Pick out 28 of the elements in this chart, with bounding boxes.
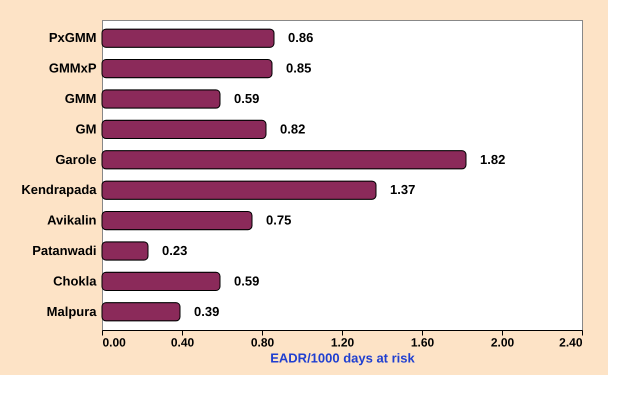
data-label: 0.39 [194, 304, 220, 319]
y-tick-label: Kendrapada [21, 182, 98, 198]
data-label: 1.37 [390, 182, 416, 198]
y-tick-label: Chokla [53, 273, 98, 288]
x-axis-title: EADR/1000 days at risk [270, 350, 416, 366]
x-tick-label: 2.40 [559, 336, 583, 350]
x-tick-label: 0.40 [170, 336, 194, 350]
y-tick-label: PxGMM [48, 30, 96, 46]
data-label: 1.82 [480, 152, 506, 167]
data-label: 0.59 [234, 273, 260, 288]
x-tick-label: 2.00 [490, 336, 514, 350]
y-tick-label: Patanwadi [32, 242, 96, 258]
x-tick-label: 1.20 [330, 336, 354, 350]
y-tick-label: Garole [55, 152, 96, 167]
x-tick-label: 0.00 [102, 336, 126, 350]
y-tick-label: Malpura [46, 304, 98, 319]
y-tick-label: GMMxP [48, 60, 97, 76]
data-label: 0.59 [234, 91, 260, 106]
data-label: 0.86 [288, 30, 314, 46]
y-tick-label: GM [76, 121, 96, 136]
y-tick-label: Avikalin [47, 212, 97, 228]
data-label: 0.85 [286, 60, 312, 76]
data-label: 0.82 [280, 121, 306, 136]
x-tick-label: 1.60 [410, 336, 434, 350]
x-tick-label: 0.80 [250, 336, 274, 350]
data-label: 0.75 [266, 212, 292, 228]
data-label: 0.23 [162, 242, 188, 258]
y-tick-label: GMM [64, 91, 96, 106]
